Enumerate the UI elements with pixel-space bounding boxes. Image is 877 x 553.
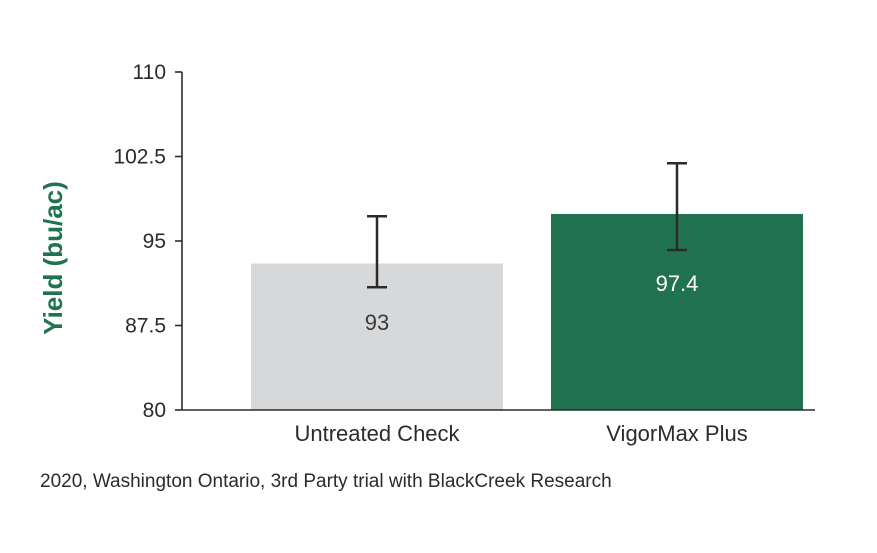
y-axis-label: Yield (bu/ac) (38, 181, 68, 335)
y-tick-label-0: 80 (143, 399, 166, 422)
data-labels-group: 93 97.4 (365, 271, 699, 335)
bars-group (251, 213, 803, 410)
x-category-label-1: VigorMax Plus (606, 421, 747, 446)
chart-caption: 2020, Washington Ontario, 3rd Party tria… (40, 471, 612, 492)
error-bars-group (367, 162, 687, 289)
y-tick-label-1: 87.5 (125, 315, 166, 338)
axes-group: 80 87.5 95 102.5 110 Untreated Check VigorMax … (113, 61, 815, 446)
y-tick-label-4: 110 (133, 61, 166, 84)
data-label-1: 97.4 (656, 271, 699, 296)
data-label-0: 93 (365, 310, 389, 335)
y-tick-label-2: 95 (143, 230, 166, 253)
x-category-label-0: Untreated Check (294, 421, 460, 446)
y-tick-label-3: 102.5 (113, 146, 166, 169)
